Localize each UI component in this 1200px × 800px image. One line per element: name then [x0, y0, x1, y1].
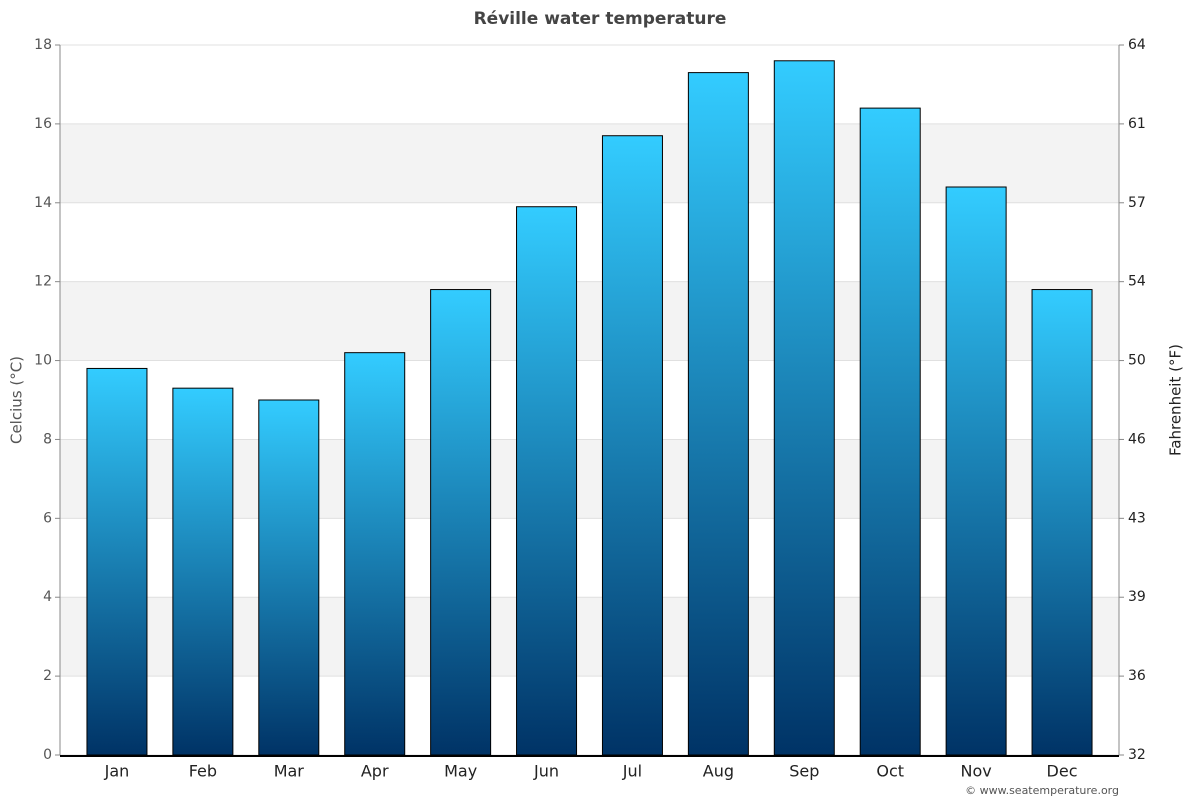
x-tick-label: Apr	[361, 762, 389, 781]
credit: © www.seatemperature.org	[965, 784, 1119, 797]
x-tick-label: Sep	[789, 762, 819, 781]
bar	[516, 206, 578, 756]
bar	[86, 367, 148, 756]
bar	[945, 186, 1007, 756]
y2-tick-label: 39	[1128, 589, 1146, 605]
x-tick-label: May	[444, 762, 477, 781]
bar	[1031, 289, 1093, 756]
y2-tick-label: 43	[1128, 510, 1146, 526]
x-tick-label: Oct	[876, 762, 904, 781]
y-tick-label: 4	[43, 589, 52, 605]
y-tick-label: 18	[34, 37, 52, 53]
grid-band	[60, 597, 1119, 677]
y2-tick-label: 32	[1128, 747, 1146, 763]
bar	[430, 289, 492, 756]
bar	[258, 399, 320, 756]
x-tick-label: Aug	[703, 762, 734, 781]
grid-band	[60, 439, 1119, 519]
y2-tick-label: 61	[1128, 116, 1146, 132]
y-tick-label: 16	[34, 116, 52, 132]
grid-band	[60, 281, 1119, 361]
y2-tick-label: 46	[1128, 431, 1146, 447]
bar	[601, 135, 663, 756]
bar	[687, 72, 749, 756]
y2-tick-label: 64	[1128, 37, 1146, 53]
y2-tick-label: 50	[1128, 353, 1146, 369]
bar	[172, 387, 234, 756]
bar	[859, 107, 921, 756]
y-tick-label: 6	[43, 510, 52, 526]
bar	[773, 60, 835, 756]
bar	[344, 352, 406, 756]
y-tick-label: 0	[43, 747, 52, 763]
y-tick-label: 10	[34, 353, 52, 369]
y-tick-label: 12	[34, 274, 52, 290]
x-tick-label: Mar	[274, 762, 305, 781]
y2-tick-label: 54	[1128, 274, 1146, 290]
y-tick-label: 8	[43, 431, 52, 447]
x-tick-label: Nov	[961, 762, 992, 781]
x-tick-label: Jul	[622, 762, 642, 781]
x-tick-label: Jun	[533, 762, 559, 781]
y-axis-label: Celcius (°C)	[8, 356, 26, 444]
x-tick-label: Jan	[104, 762, 130, 781]
y2-tick-label: 57	[1128, 195, 1146, 211]
y2-tick-label: 36	[1128, 668, 1146, 684]
y2-axis-label: Fahrenheit (°F)	[1167, 344, 1185, 456]
x-tick-label: Feb	[189, 762, 217, 781]
y-tick-label: 2	[43, 668, 52, 684]
x-tick-label: Dec	[1047, 762, 1078, 781]
y-tick-label: 14	[34, 195, 52, 211]
chart-title: Réville water temperature	[474, 9, 727, 29]
grid-band	[60, 123, 1119, 203]
